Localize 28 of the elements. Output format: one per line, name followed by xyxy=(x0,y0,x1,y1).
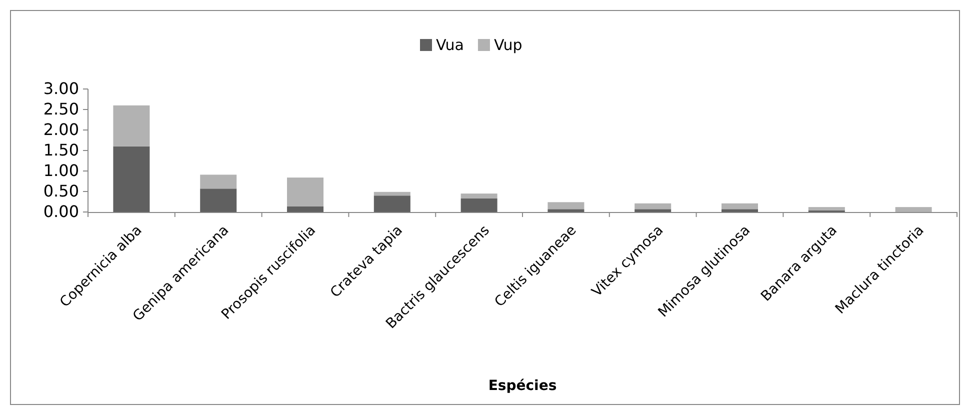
bar xyxy=(460,194,498,198)
bar xyxy=(113,105,150,146)
y-tick-label: 0.00 xyxy=(43,202,79,222)
bar xyxy=(634,209,672,212)
bar xyxy=(808,207,845,210)
bar xyxy=(722,209,758,212)
bar xyxy=(113,146,150,212)
y-tick-label: 2.00 xyxy=(43,120,79,140)
x-axis-title: Espécies xyxy=(488,378,557,394)
bar xyxy=(374,196,410,212)
bar xyxy=(722,203,758,210)
legend-label: Vua xyxy=(436,36,464,54)
bar xyxy=(548,202,584,210)
y-tick-label: 3.00 xyxy=(43,79,79,98)
bar xyxy=(895,207,932,212)
legend-label: Vup xyxy=(494,36,522,54)
bar xyxy=(374,192,410,196)
bar xyxy=(200,188,237,212)
bar xyxy=(287,206,324,212)
y-tick-label: 1.50 xyxy=(43,140,79,160)
bar xyxy=(548,209,584,212)
bar xyxy=(287,178,324,206)
y-tick-label: 0.50 xyxy=(43,182,79,201)
bar xyxy=(200,174,237,189)
y-tick-label: 1.00 xyxy=(43,161,79,180)
bar xyxy=(634,203,672,210)
y-tick-label: 2.50 xyxy=(43,100,79,119)
bar xyxy=(460,198,498,212)
